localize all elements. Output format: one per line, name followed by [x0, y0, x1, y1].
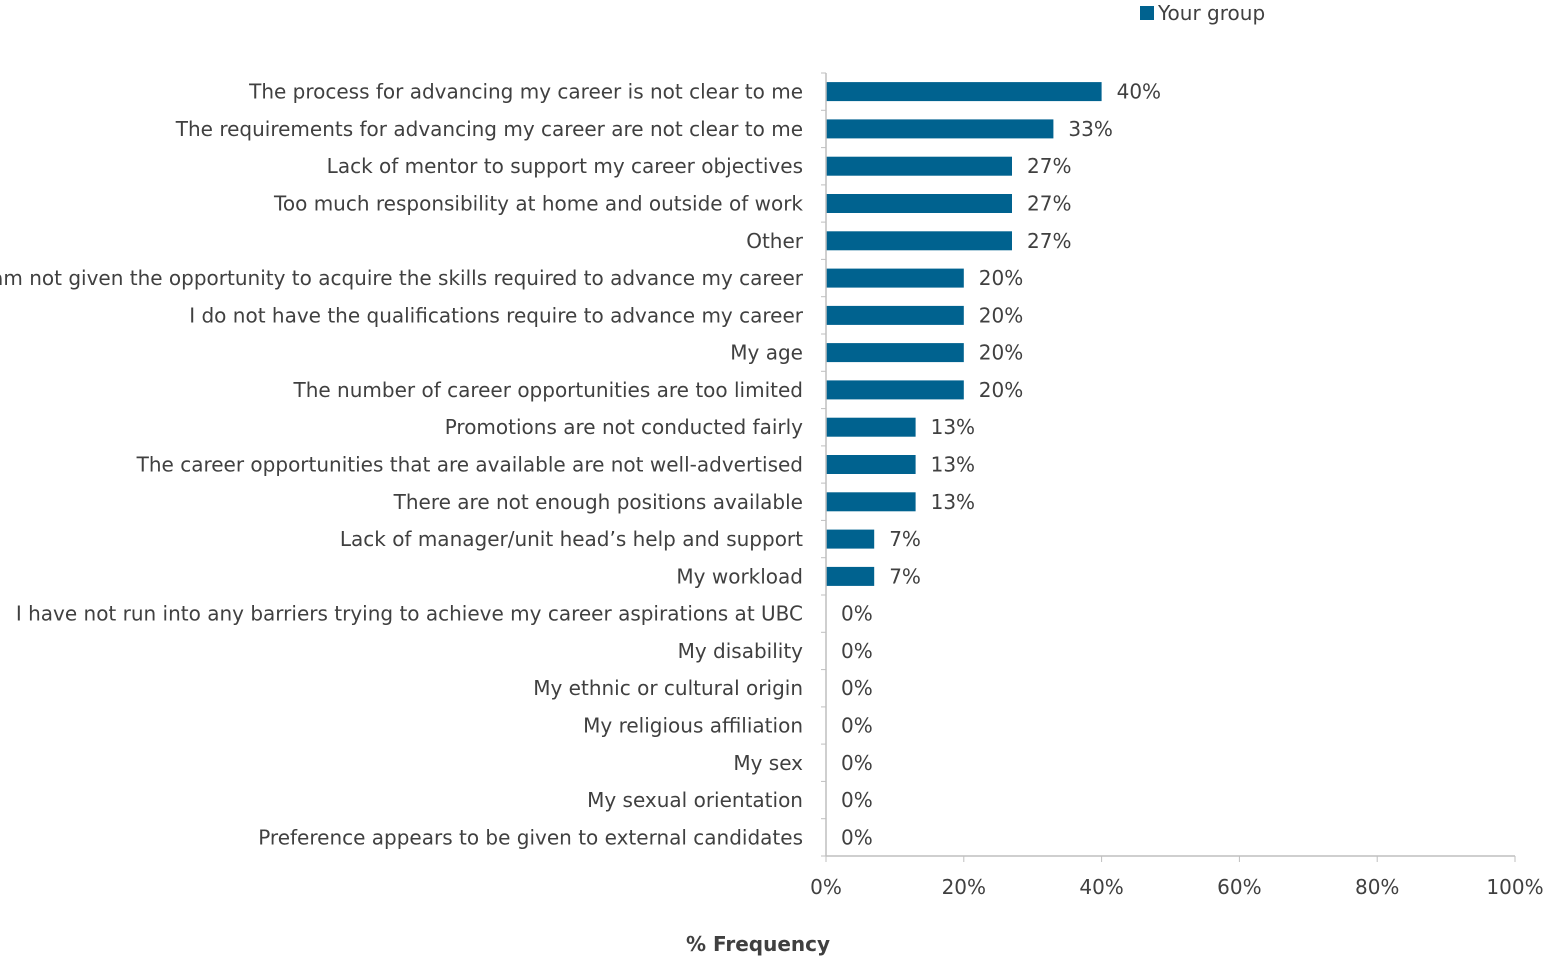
value-label: 7% — [889, 564, 921, 588]
value-label: 0% — [841, 676, 873, 700]
value-label: 20% — [979, 378, 1023, 402]
value-label: 13% — [931, 490, 975, 514]
bar — [826, 492, 916, 512]
category-label: The career opportunities that are availa… — [136, 453, 803, 477]
value-label: 0% — [841, 788, 873, 812]
value-label: 0% — [841, 639, 873, 663]
category-label: Promotions are not conducted fairly — [445, 415, 803, 439]
bar — [826, 231, 1012, 251]
legend-swatch-your-group — [1140, 6, 1154, 20]
value-label: 27% — [1027, 154, 1071, 178]
bar — [826, 119, 1054, 139]
legend: Your group — [1140, 1, 1265, 25]
bar — [826, 529, 875, 549]
value-label: 20% — [979, 303, 1023, 327]
value-label: 13% — [931, 453, 975, 477]
x-tick-label: 40% — [1079, 875, 1123, 899]
x-tick-label: 20% — [942, 875, 986, 899]
category-label: My ethnic or cultural origin — [533, 676, 803, 700]
value-label: 7% — [889, 527, 921, 551]
x-axis-title: % Frequency — [686, 932, 830, 956]
value-label: 0% — [841, 602, 873, 626]
category-label: Lack of mentor to support my career obje… — [327, 154, 803, 178]
bar — [826, 566, 875, 586]
value-label: 13% — [931, 415, 975, 439]
value-label: 0% — [841, 825, 873, 849]
bar — [826, 417, 916, 437]
x-tick-label: 100% — [1486, 875, 1543, 899]
category-label: The number of career opportunities are t… — [292, 378, 803, 402]
category-label: Other — [746, 229, 804, 253]
category-label: I have not run into any barriers trying … — [16, 602, 803, 626]
category-label: The requirements for advancing my career… — [175, 117, 803, 141]
bar — [826, 156, 1012, 176]
category-label: Too much responsibility at home and outs… — [273, 192, 803, 216]
category-labels: The process for advancing my career is n… — [0, 80, 804, 850]
category-label: I am not given the opportunity to acquir… — [0, 266, 804, 290]
value-label: 0% — [841, 751, 873, 775]
bar — [826, 268, 964, 288]
bar — [826, 380, 964, 400]
value-label: 40% — [1117, 80, 1161, 104]
value-label: 20% — [979, 341, 1023, 365]
category-label: Lack of manager/unit head’s help and sup… — [340, 527, 803, 551]
legend-label-your-group: Your group — [1157, 1, 1265, 25]
bars-group — [826, 82, 1102, 586]
bar — [826, 194, 1012, 213]
category-label: There are not enough positions available — [393, 490, 803, 514]
category-label: Preference appears to be given to extern… — [258, 825, 803, 849]
category-label: My disability — [678, 639, 804, 663]
x-tick-label: 80% — [1355, 875, 1399, 899]
bar — [826, 343, 964, 363]
category-label: My sex — [733, 751, 803, 775]
value-labels: 40%33%27%27%27%20%20%20%20%13%13%13%7%7%… — [841, 80, 1161, 850]
bar — [826, 305, 964, 325]
axes — [821, 72, 1515, 857]
value-label: 0% — [841, 714, 873, 738]
category-label: I do not have the qualifications require… — [189, 303, 804, 327]
category-label: My workload — [676, 564, 803, 588]
category-label: My religious affiliation — [583, 714, 803, 738]
value-label: 27% — [1027, 229, 1071, 253]
x-tick-label: 0% — [810, 875, 842, 899]
value-label: 27% — [1027, 192, 1071, 216]
value-label: 20% — [979, 266, 1023, 290]
bar — [826, 82, 1102, 102]
x-tick-label: 60% — [1217, 875, 1261, 899]
value-label: 33% — [1068, 117, 1112, 141]
category-label: My sexual orientation — [587, 788, 803, 812]
category-label: My age — [730, 341, 803, 365]
category-label: The process for advancing my career is n… — [248, 80, 803, 104]
bar — [826, 455, 916, 474]
x-axis-ticks: 0% 20% 40% 60% 80% 100% — [810, 856, 1544, 899]
